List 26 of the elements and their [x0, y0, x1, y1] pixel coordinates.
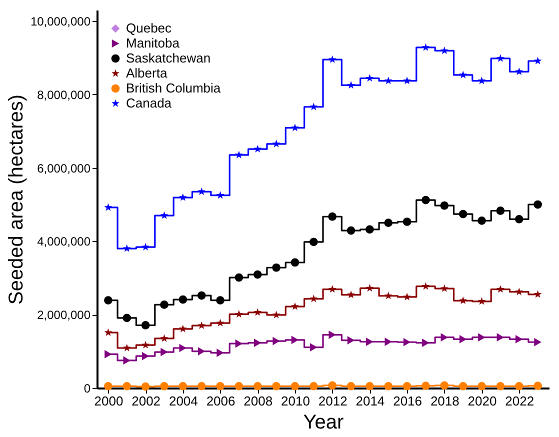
x-tick-label: 2008	[244, 394, 273, 408]
x-axis-title: Year	[303, 412, 344, 434]
x-tick-label: 2000	[94, 394, 124, 408]
legend-label: Quebec	[126, 20, 172, 36]
x-tick-label: 2022	[505, 394, 534, 408]
y-axis-title: Seeded area (hectares)	[5, 94, 28, 305]
y-tick-label: 4,000,000	[37, 234, 91, 249]
x-tick-label: 2012	[318, 394, 348, 408]
y-tick-label: 6,000,000	[37, 161, 91, 176]
legend-label: Alberta	[126, 66, 168, 80]
legend-label: British Columbia	[126, 80, 222, 96]
y-tick-label: 10,000,000	[30, 14, 91, 29]
y-tick-label: 8,000,000	[37, 88, 91, 102]
x-tick-label: 2002	[132, 394, 161, 408]
legend-label: Saskatchewan	[126, 50, 211, 66]
y-tick-label: 0	[84, 382, 91, 396]
legend-label: Canada	[126, 96, 172, 110]
legend-label: Manitoba	[126, 36, 180, 50]
x-tick-label: 2004	[168, 394, 198, 408]
x-tick-label: 2016	[393, 394, 422, 408]
x-tick-label: 2010	[281, 394, 310, 408]
x-tick-label: 2014	[356, 394, 385, 408]
y-tick-label: 2,000,000	[37, 308, 91, 322]
x-tick-label: 2020	[468, 394, 497, 408]
x-tick-label: 2018	[430, 394, 460, 408]
x-tick-label: 2006	[206, 394, 236, 408]
